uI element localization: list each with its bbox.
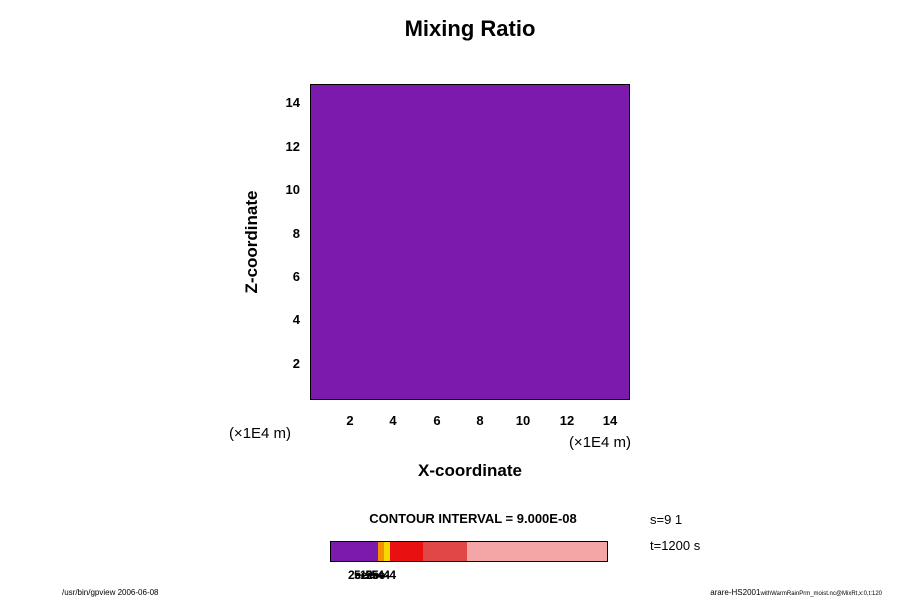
colorbar-segment: [377, 542, 384, 561]
colorbar-segment: [389, 542, 424, 561]
colorbar-label: 5e-5: [353, 568, 379, 582]
y-tick-label: 4: [292, 312, 300, 327]
y-tick-label: 6: [292, 269, 300, 284]
y-tick-label: 2: [292, 356, 300, 371]
colorbar-label: 5e-4: [371, 568, 397, 582]
contour-interval-note: CONTOUR INTERVAL = 9.000E-08: [369, 511, 577, 526]
footer-command: /usr/bin/gpview 2006-06-08: [62, 588, 159, 597]
colorbar-segment: [423, 542, 468, 561]
x-axis-label: X-coordinate: [418, 461, 522, 480]
y-axis-label: Z-coordinate: [242, 190, 261, 294]
annotation-step: s=9 1: [650, 512, 683, 527]
colorbar-segment: [331, 542, 378, 561]
footer-source: arare-HS2001withWarmRainPrm_moist.nc@Mix…: [710, 588, 882, 597]
y-axis-unit: (×1E4 m): [228, 425, 292, 442]
x-tick-label: 10: [515, 413, 531, 428]
colorbar: [330, 541, 608, 562]
y-tick-label: 12: [285, 139, 300, 154]
x-axis-unit: (×1E4 m): [568, 434, 632, 451]
colorbar-label: 2e-5: [347, 568, 373, 582]
footer-source-detail: withWarmRainPrm_moist.nc@MixRt,x:0,t:120: [760, 591, 882, 597]
plot-area: [310, 84, 630, 400]
annotation-time: t=1200 s: [650, 538, 701, 553]
y-tick-label: 14: [285, 95, 300, 110]
x-tick-label: 6: [433, 413, 441, 428]
x-tick-label: 14: [602, 413, 618, 428]
x-tick-label: 2: [346, 413, 354, 428]
chart-title: Mixing Ratio: [404, 16, 536, 41]
colorbar-segment: [383, 542, 390, 561]
colorbar-label: 1e-4: [359, 568, 385, 582]
footer-source-main: arare-HS2001: [710, 588, 761, 597]
colorbar-label: 2e-4: [365, 568, 391, 582]
y-tick-label: 10: [285, 182, 300, 197]
colorbar-segment: [467, 542, 608, 561]
y-tick-label: 8: [292, 226, 300, 241]
x-tick-label: 12: [559, 413, 575, 428]
x-tick-label: 8: [476, 413, 484, 428]
x-tick-label: 4: [389, 413, 397, 428]
